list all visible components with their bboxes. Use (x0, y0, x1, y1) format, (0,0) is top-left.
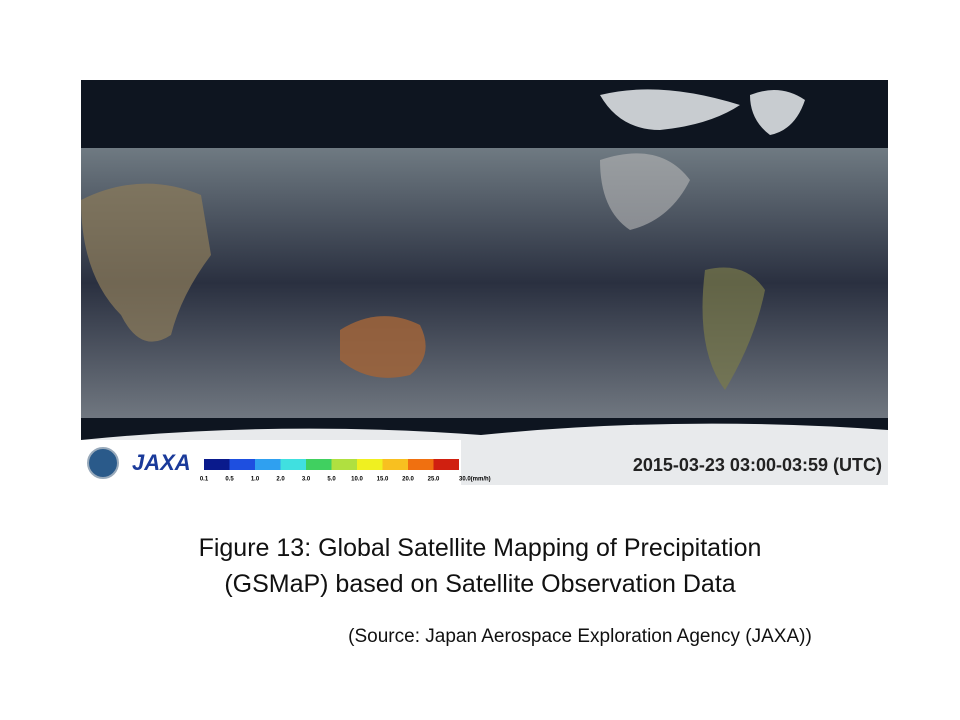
legend: 0.1 0.5 1.0 2.0 3.0 5.0 10.0 15.0 20.0 25.0 30.0(m… (200, 459, 491, 483)
legend-swatch (382, 459, 408, 470)
south-america (702, 267, 765, 390)
legend-label: 3.0 (302, 477, 311, 483)
clouds (600, 153, 690, 230)
legend-label: 0.5 (225, 477, 234, 483)
legend-label: 2.0 (276, 477, 285, 483)
legend-swatch (408, 459, 434, 470)
arctic-ice (600, 89, 805, 135)
legend-swatch (331, 459, 357, 470)
gsmap-logo (87, 447, 119, 479)
legend-label: 15.0 (377, 477, 389, 483)
observation-band (81, 148, 888, 418)
legend-label: 0.1 (200, 477, 209, 483)
legend-label: 5.0 (327, 477, 336, 483)
timestamp: 2015-03-23 03:00-03:59 (UTC) (633, 455, 882, 475)
legend-swatch (280, 459, 306, 470)
legend-swatch (433, 459, 459, 470)
legend-label: 1.0 (251, 477, 260, 483)
legend-swatch (229, 459, 255, 470)
africa (81, 183, 211, 342)
australia (340, 316, 426, 378)
legend-label: 20.0 (402, 477, 414, 483)
caption-line: (GSMaP) based on Satellite Observation D… (224, 570, 736, 598)
caption-line: Figure 13: Global Satellite Mapping of P… (198, 534, 762, 562)
legend-label: 10.0 (351, 477, 363, 483)
legend-swatch (204, 459, 230, 470)
legend-swatch (306, 459, 332, 470)
legend-label: 25.0 (428, 477, 440, 483)
source: (Source: Japan Aerospace Exploration Age… (348, 626, 812, 647)
satellite-map: JAXA 0.1 0.5 1.0 2.0 3.0 5.0 10.0 15.0 20.0 25.0 3… (81, 80, 888, 485)
legend-label: 30.0(mm/h) (459, 477, 491, 483)
legend-swatch (357, 459, 383, 470)
legend-swatch (255, 459, 281, 470)
jaxa-logo: JAXA (132, 450, 191, 475)
